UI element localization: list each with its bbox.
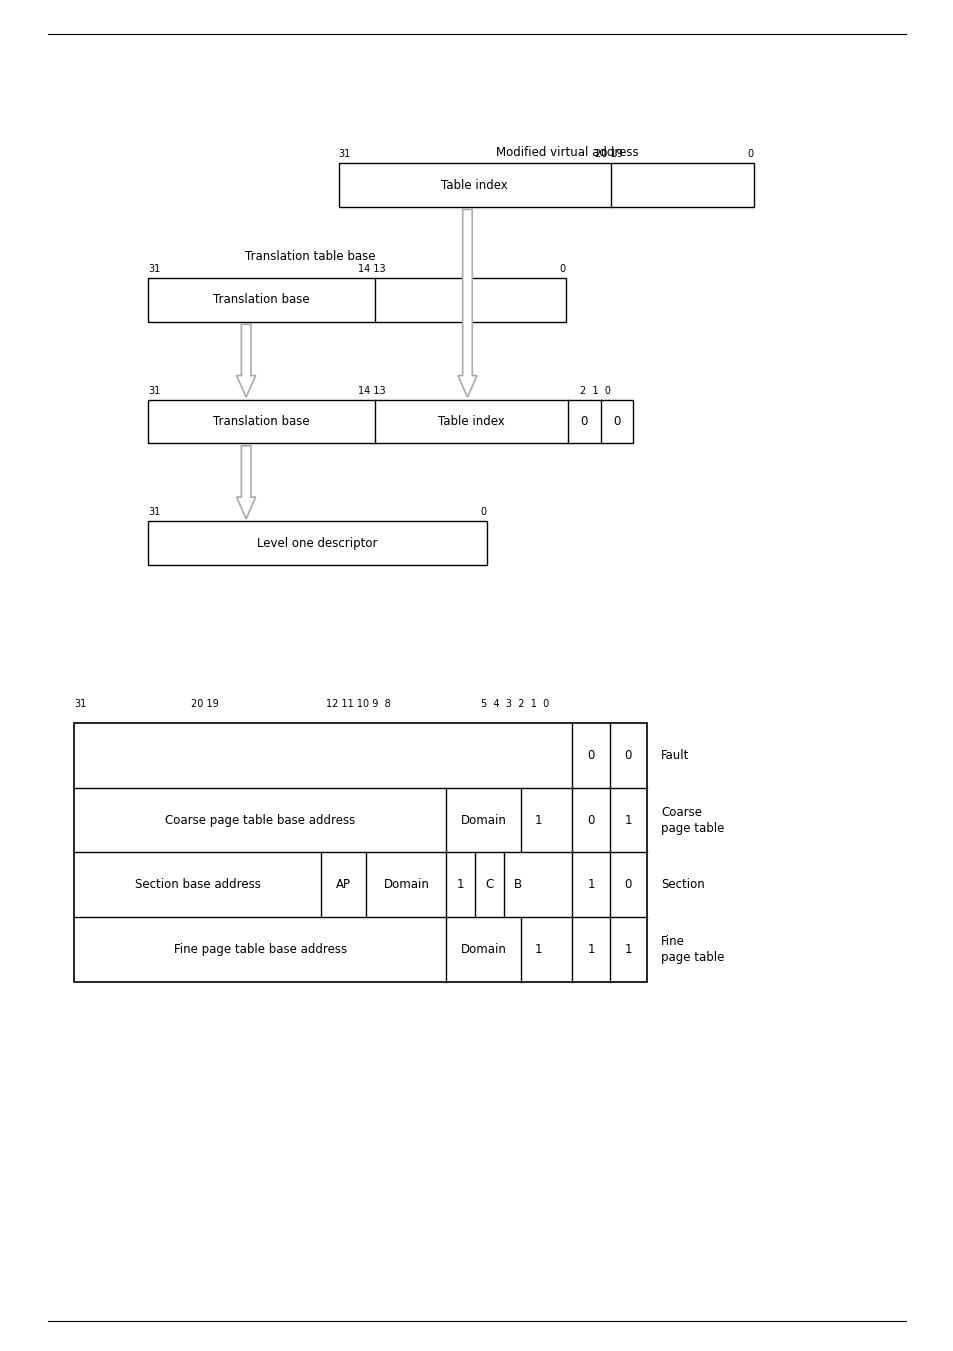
Text: 1: 1 xyxy=(456,878,464,892)
Text: Level one descriptor: Level one descriptor xyxy=(256,536,377,550)
Text: 1: 1 xyxy=(534,813,541,827)
Bar xyxy=(148,521,486,565)
Text: 0: 0 xyxy=(624,748,631,762)
Text: Domain: Domain xyxy=(460,813,506,827)
Text: 14 13: 14 13 xyxy=(358,386,385,396)
Text: 5  4  3  2  1  0: 5 4 3 2 1 0 xyxy=(480,700,549,709)
Text: 12 11 10 9  8: 12 11 10 9 8 xyxy=(326,700,391,709)
Text: Section base address: Section base address xyxy=(134,878,260,892)
Text: Modified virtual address: Modified virtual address xyxy=(496,146,639,159)
Text: Fine
page table: Fine page table xyxy=(660,935,723,965)
Text: 0: 0 xyxy=(480,508,486,517)
Text: Fault: Fault xyxy=(660,748,689,762)
Bar xyxy=(148,400,632,443)
Text: 31: 31 xyxy=(148,508,160,517)
Bar xyxy=(338,163,753,207)
Text: C: C xyxy=(485,878,493,892)
Text: B: B xyxy=(514,878,521,892)
Text: 20 19: 20 19 xyxy=(594,150,622,159)
Text: 0: 0 xyxy=(624,878,631,892)
Text: 1: 1 xyxy=(587,878,594,892)
Text: Domain: Domain xyxy=(460,943,506,957)
Text: Domain: Domain xyxy=(383,878,429,892)
Text: 31: 31 xyxy=(148,386,160,396)
Text: AP: AP xyxy=(335,878,351,892)
Text: Translation table base: Translation table base xyxy=(245,250,375,263)
Text: Coarse
page table: Coarse page table xyxy=(660,805,723,835)
Text: 1: 1 xyxy=(587,943,594,957)
Polygon shape xyxy=(236,324,255,397)
Text: 20 19: 20 19 xyxy=(191,700,219,709)
Text: 1: 1 xyxy=(624,813,631,827)
Text: 31: 31 xyxy=(74,700,87,709)
Text: 1: 1 xyxy=(624,943,631,957)
Bar xyxy=(148,278,565,322)
Polygon shape xyxy=(236,446,255,519)
Text: Section: Section xyxy=(660,878,704,892)
Text: Table index: Table index xyxy=(441,178,507,192)
Bar xyxy=(74,723,646,982)
Text: 31: 31 xyxy=(148,265,160,274)
Text: Translation base: Translation base xyxy=(213,293,310,307)
Text: 0: 0 xyxy=(587,813,594,827)
Text: Table index: Table index xyxy=(437,415,504,428)
Text: 1: 1 xyxy=(534,943,541,957)
Polygon shape xyxy=(457,209,476,397)
Text: 0: 0 xyxy=(580,415,587,428)
Text: 0: 0 xyxy=(613,415,619,428)
Text: Translation base: Translation base xyxy=(213,415,310,428)
Text: 2  1  0: 2 1 0 xyxy=(579,386,610,396)
Text: 0: 0 xyxy=(747,150,753,159)
Text: 14 13: 14 13 xyxy=(358,265,385,274)
Text: 0: 0 xyxy=(587,748,594,762)
Text: Fine page table base address: Fine page table base address xyxy=(173,943,347,957)
Text: 0: 0 xyxy=(559,265,565,274)
Text: Coarse page table base address: Coarse page table base address xyxy=(165,813,355,827)
Text: 31: 31 xyxy=(338,150,351,159)
